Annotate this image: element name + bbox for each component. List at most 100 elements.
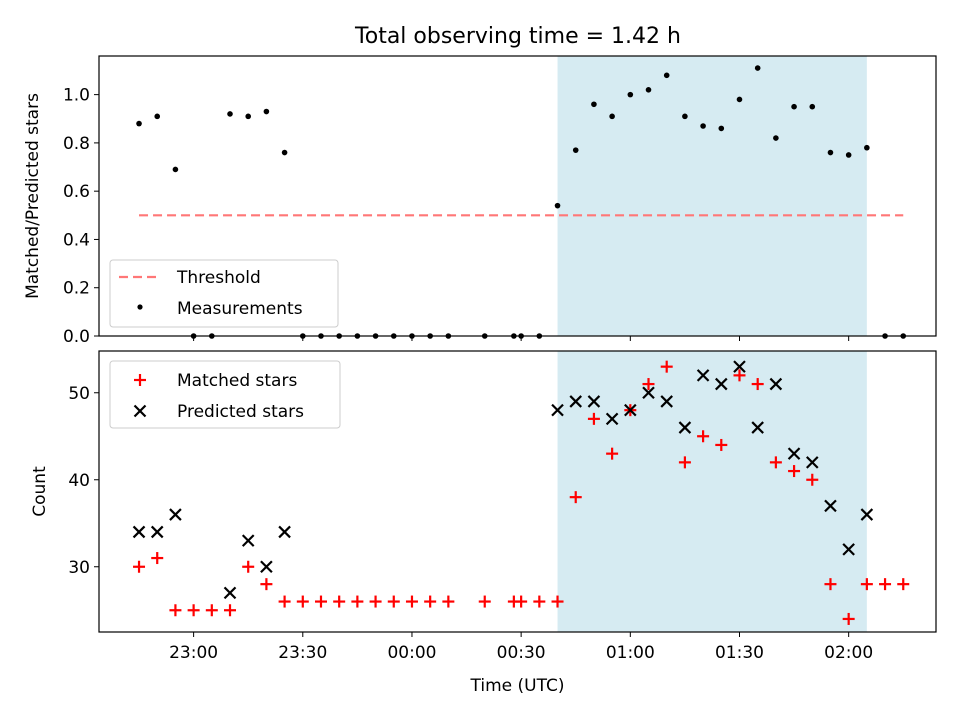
measurement-point <box>754 65 761 71</box>
measurement-point <box>645 86 652 93</box>
matched-star-point <box>806 473 819 486</box>
measurement-point <box>245 113 252 120</box>
count-legend: Matched stars Predicted stars <box>109 360 341 429</box>
y-tick-label: 0.2 <box>63 279 90 299</box>
count-panel: 30 40 50 23:00 23:30 00:00 00:30 01:00 01:30 02:… <box>30 350 937 696</box>
matched-star-point <box>351 595 364 608</box>
measurement-point <box>809 103 816 110</box>
predicted-star-point <box>278 525 291 539</box>
x-tick-label: 01:00 <box>606 643 655 663</box>
predicted-star-point <box>733 360 746 373</box>
x-tick-label: 02:00 <box>824 643 873 663</box>
matched-star-point <box>478 595 491 608</box>
measurement-point <box>700 123 706 129</box>
matched-star-point <box>169 604 182 617</box>
predicted-star-point <box>132 525 146 539</box>
ratio-x-ticks <box>193 336 850 341</box>
measurement-point <box>263 108 270 115</box>
measurement-point <box>554 202 561 209</box>
predicted-star-point <box>169 508 182 521</box>
predicted-star-point <box>569 395 583 408</box>
y-tick-label: 1.0 <box>63 86 90 106</box>
matched-star-point <box>205 604 218 617</box>
measurement-point <box>609 113 615 120</box>
matched-star-point <box>824 578 837 591</box>
matched-star-point <box>660 360 673 373</box>
matched-star-point <box>788 465 801 478</box>
observing-window-span <box>557 351 867 632</box>
matched-star-point <box>769 456 782 469</box>
matched-star-point <box>242 560 255 573</box>
matched-star-point <box>424 595 437 608</box>
y-tick-label: 0.8 <box>63 134 90 154</box>
y-tick-label: 0.6 <box>63 182 90 202</box>
matched-star-point <box>879 578 892 591</box>
matched-star-point <box>860 578 873 591</box>
measurement-point <box>682 113 688 120</box>
measurement-point <box>736 96 743 103</box>
count-points <box>132 360 910 625</box>
ratio-axes-frame <box>98 55 937 337</box>
matched-star-point <box>551 595 564 608</box>
measurement-point <box>791 103 797 110</box>
matched-star-point <box>715 438 728 451</box>
predicted-star-point <box>824 499 837 513</box>
chart-title: Total observing time = 1.42 h <box>354 24 681 49</box>
observing-window-span <box>557 56 867 336</box>
matched-star-point <box>442 595 455 608</box>
predicted-star-point <box>260 560 273 574</box>
predicted-star-point <box>642 386 655 400</box>
measurement-point <box>227 111 233 117</box>
predicted-star-point <box>715 377 728 391</box>
measurement-point <box>627 91 634 98</box>
predicted-star-point <box>223 586 237 600</box>
predicted-star-point <box>751 421 764 434</box>
measurement-point <box>827 149 834 156</box>
predicted-star-point <box>860 508 874 521</box>
measurement-point <box>154 113 161 120</box>
y-tick-label: 40 <box>68 471 90 491</box>
matched-star-point <box>333 595 346 608</box>
matched-star-point <box>842 612 855 625</box>
threshold-legend-label: Threshold <box>176 268 261 288</box>
y-tick-label: 0.4 <box>63 230 90 250</box>
x-tick-label: 00:30 <box>497 643 546 663</box>
matched-star-point <box>314 595 327 608</box>
y-tick-label: 30 <box>68 558 90 578</box>
measurement-point <box>136 120 142 127</box>
matched-star-point <box>369 595 382 608</box>
measurement-point <box>591 101 597 108</box>
predicted-stars-legend-label: Predicted stars <box>177 402 304 422</box>
matched-star-point <box>278 595 291 608</box>
measurement-point <box>845 152 852 158</box>
measurements-legend-label: Measurements <box>177 299 303 319</box>
ratio-legend: Threshold Measurements <box>109 259 339 328</box>
measurement-point <box>864 144 870 151</box>
ratio-y-axis: 0.0 0.2 0.4 0.6 0.8 1.0 <box>63 86 99 347</box>
predicted-star-point <box>587 395 601 408</box>
ratio-y-axis-label: Matched/Predicted stars <box>23 93 43 299</box>
y-tick-label: 50 <box>68 384 90 404</box>
matched-star-point <box>224 604 237 617</box>
predicted-star-point <box>150 525 164 539</box>
matched-star-point <box>678 456 691 469</box>
matched-star-point <box>387 595 400 608</box>
matched-star-point <box>897 578 910 591</box>
y-tick-label: 0.0 <box>63 327 90 347</box>
predicted-star-point <box>696 369 710 382</box>
predicted-star-point <box>805 456 819 469</box>
matched-stars-legend-swatch <box>134 374 146 386</box>
matched-star-point <box>133 560 146 573</box>
predicted-star-point <box>842 543 855 556</box>
time-x-axis: 23:00 23:30 00:00 00:30 01:00 01:30 02:00 <box>169 632 873 663</box>
measurement-point <box>663 72 670 79</box>
time-x-axis-label: Time (UTC) <box>470 676 565 696</box>
count-axes-frame <box>98 350 937 633</box>
matched-star-point <box>187 604 200 617</box>
matched-star-point <box>405 595 418 608</box>
matched-star-point <box>296 595 309 608</box>
predicted-star-point <box>660 395 673 408</box>
matched-star-point <box>733 369 746 382</box>
x-tick-label: 00:00 <box>387 643 436 663</box>
x-tick-label: 23:00 <box>169 643 218 663</box>
